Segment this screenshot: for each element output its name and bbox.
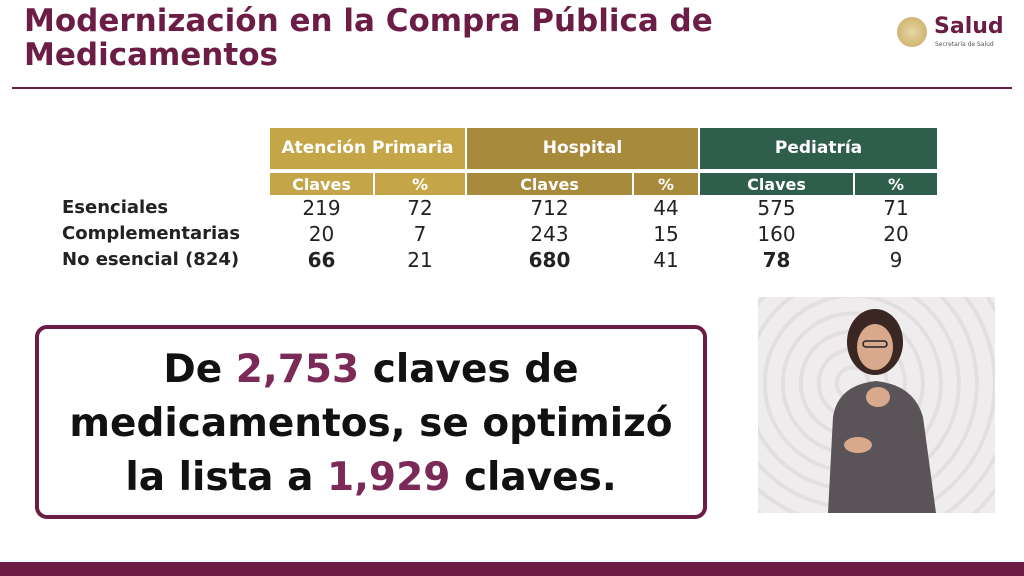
cell-value: 9: [889, 248, 903, 272]
cell-value: 20: [883, 222, 909, 246]
cell-value: 680: [528, 248, 571, 272]
logo-subtitle: Secretaría de Salud: [935, 41, 994, 48]
cell-value: 243: [530, 222, 569, 246]
cell-value: 21: [407, 248, 433, 272]
cell-value: 44: [653, 196, 679, 220]
logo-name: Salud: [934, 14, 1004, 39]
row-label: Esenciales: [62, 197, 169, 218]
callout-part: claves de: [372, 347, 579, 392]
cell-value: 78: [762, 248, 791, 272]
hand: [844, 437, 872, 453]
callout-line: medicamentos, se optimizó: [35, 400, 707, 448]
sub-header: Claves: [700, 173, 853, 195]
title-rule: [12, 87, 1012, 89]
bottom-bar: [0, 562, 1024, 576]
cell-value: 71: [883, 196, 909, 220]
hand: [866, 387, 890, 407]
callout-box: [35, 325, 707, 519]
logo-emblem: [897, 17, 927, 47]
cell-value: 41: [653, 248, 679, 272]
sub-header: %: [634, 173, 698, 195]
row-label: No esencial (824): [62, 249, 240, 270]
cell-value: 712: [530, 196, 569, 220]
sub-header: Claves: [270, 173, 373, 195]
callout-line: la lista a 1,929 claves.: [35, 454, 707, 502]
interpreter-figure: [828, 309, 936, 513]
callout-part: De: [163, 347, 223, 392]
cell-value: 219: [302, 196, 341, 220]
cell-value: 160: [757, 222, 796, 246]
group-header: Hospital: [467, 128, 698, 169]
group-header: Atención Primaria: [270, 128, 465, 169]
sub-header: Claves: [467, 173, 632, 195]
glasses: [862, 340, 888, 348]
callout-part: claves.: [463, 455, 617, 500]
callout-line: De 2,753 claves de: [35, 346, 707, 394]
cell-value: 66: [307, 248, 336, 272]
sub-header: %: [855, 173, 937, 195]
cell-value: 15: [653, 222, 679, 246]
callout-part: la lista a: [125, 455, 314, 500]
group-header: Pediatría: [700, 128, 937, 169]
slide-title: Modernización en la Compra Pública de Me…: [24, 3, 713, 73]
callout-highlight: 2,753: [235, 347, 360, 392]
cell-value: 7: [413, 222, 427, 246]
cell-value: 575: [757, 196, 796, 220]
callout-highlight: 1,929: [326, 455, 451, 500]
cell-value: 72: [407, 196, 433, 220]
cell-value: 20: [308, 222, 335, 246]
callout-part: medicamentos, se optimizó: [69, 401, 673, 446]
row-label: Complementarias: [62, 223, 241, 244]
body: [828, 381, 936, 513]
interpreter-video: [758, 297, 995, 513]
sub-header: %: [375, 173, 465, 195]
